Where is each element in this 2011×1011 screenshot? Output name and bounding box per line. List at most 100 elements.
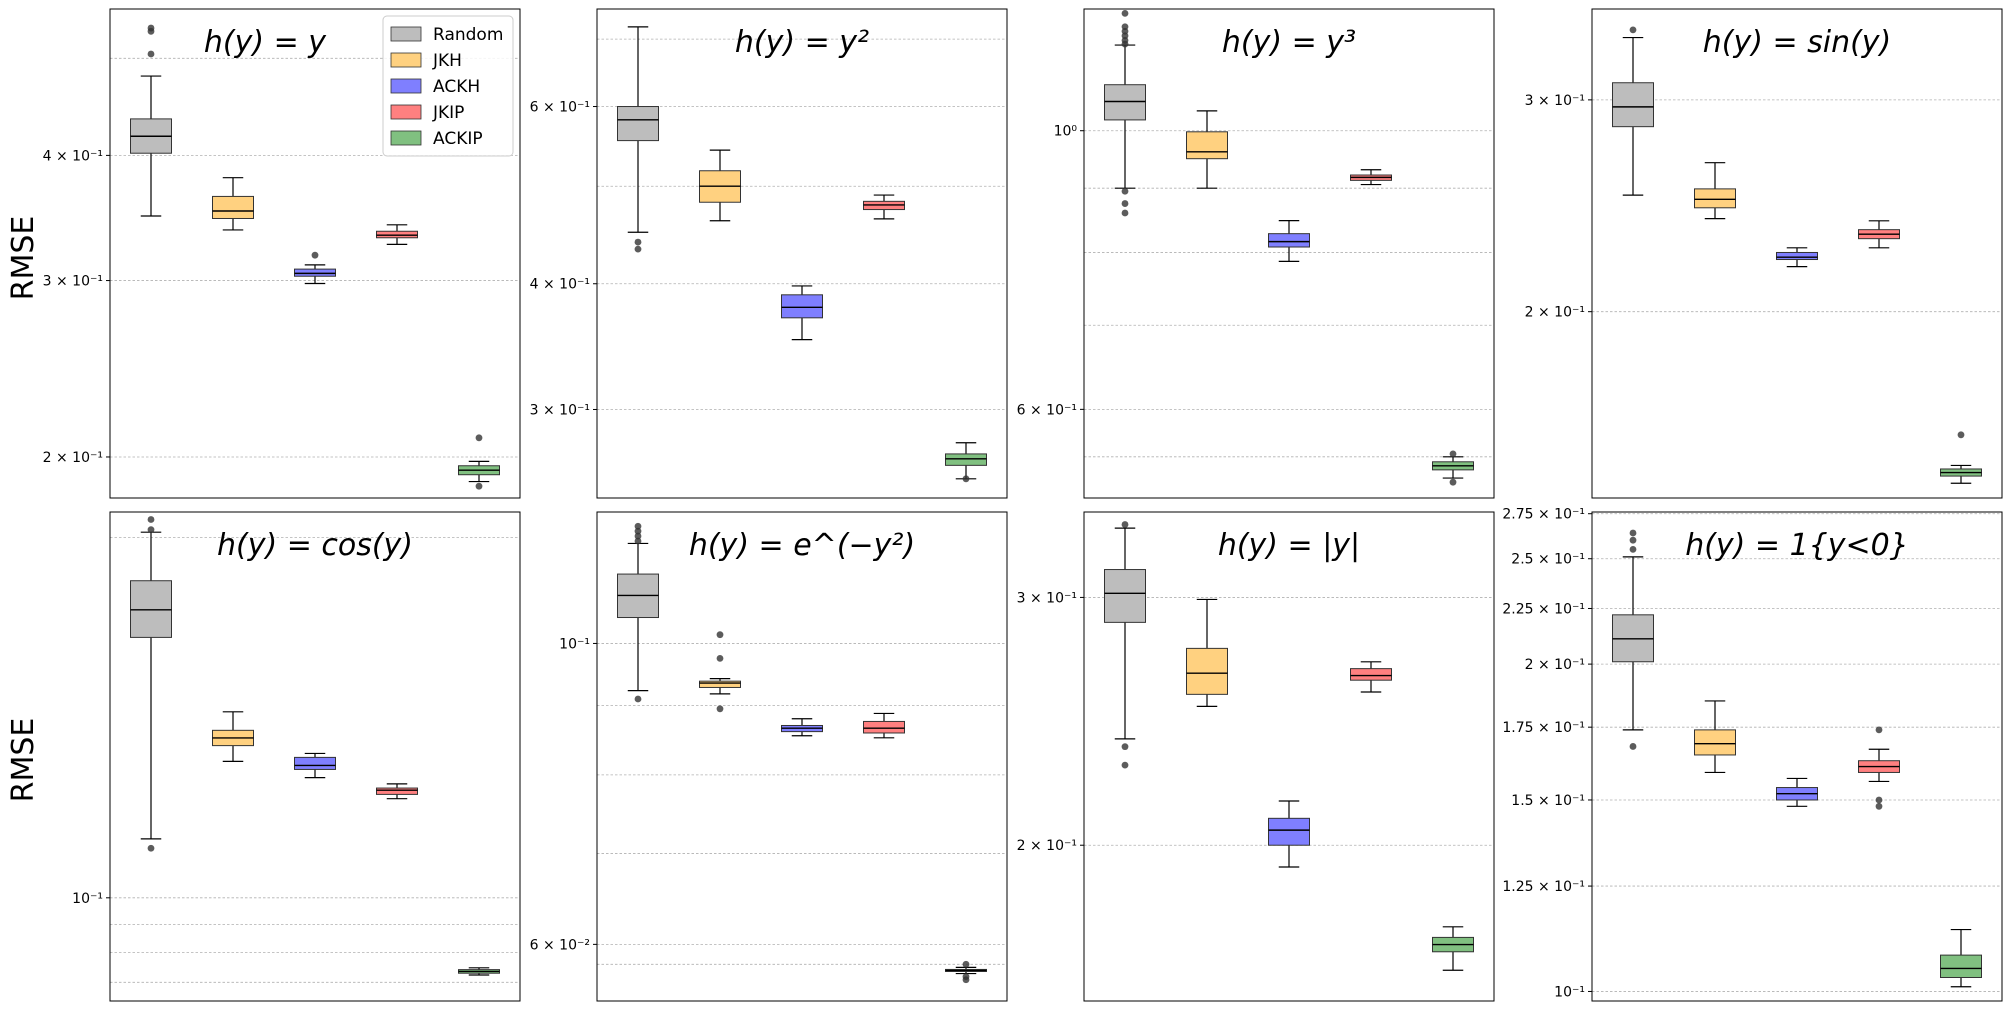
outlier-point	[1875, 802, 1883, 810]
y-tick-label: 2 × 10⁻¹	[43, 450, 103, 466]
y-tick-label: 3 × 10⁻¹	[1017, 590, 1077, 606]
y-tick-label: 2 × 10⁻¹	[1525, 305, 1585, 321]
outlier-point	[475, 434, 483, 442]
outlier-point	[1121, 743, 1129, 751]
box-jkh	[212, 177, 254, 231]
outlier-point	[716, 654, 724, 662]
y-tick-label: 1.25 × 10⁻¹	[1502, 879, 1585, 895]
box-jkh	[1694, 162, 1736, 220]
box-random	[1612, 26, 1654, 196]
outlier-point	[147, 516, 155, 523]
box-body	[130, 580, 172, 638]
box-jkip	[376, 224, 418, 245]
outlier-point	[147, 526, 155, 534]
outlier-point	[1629, 536, 1637, 544]
panel-8: 10⁻¹ 1.25 × 10⁻¹ 1.5 × 10⁻¹ 1.75 × 10⁻¹ 2 × …	[1502, 507, 2003, 1002]
box-body	[945, 453, 987, 466]
outlier-point	[1629, 26, 1637, 34]
box-body	[212, 195, 254, 219]
outlier-point	[1629, 743, 1637, 750]
box-body	[376, 787, 418, 795]
box-ackip	[945, 960, 987, 984]
outlier-point	[634, 522, 642, 530]
outlier-point	[1449, 478, 1457, 486]
box-body	[1268, 817, 1310, 846]
panel-title: h(y) = sin(y)	[1703, 25, 1892, 60]
box-jkh	[1694, 700, 1736, 774]
outlier-point	[634, 532, 642, 540]
legend-label: Random	[433, 25, 503, 45]
y-tick-label: 3 × 10⁻¹	[530, 402, 590, 418]
panel-title: h(y) = 1{y<0}	[1685, 528, 1909, 563]
legend: Random JKH ACKH JKIP ACKIP	[382, 15, 514, 157]
panel-title: h(y) = e^(−y²)	[689, 528, 915, 563]
box-ackip	[1432, 450, 1474, 486]
legend-label: JKIP	[432, 103, 464, 123]
outlier-point	[311, 251, 319, 259]
box-random	[1612, 529, 1654, 750]
y-tick-label: 10⁻¹	[1554, 984, 1585, 1000]
box-ackh	[1268, 220, 1310, 262]
outlier-point	[147, 50, 155, 58]
box-body	[781, 294, 823, 319]
y-tick-label: 10⁻¹	[559, 636, 590, 652]
box-jkh	[699, 149, 741, 222]
legend-swatch	[390, 78, 422, 94]
box-jkip	[376, 783, 418, 800]
box-body	[1186, 131, 1228, 160]
panel-title: h(y) = y	[204, 25, 327, 60]
outlier-point	[1957, 431, 1965, 439]
box-random	[130, 516, 172, 852]
panel-title: h(y) = cos(y)	[217, 528, 413, 563]
box-body	[699, 680, 741, 688]
box-body	[1612, 82, 1654, 128]
panel-title: h(y) = |y|	[1218, 528, 1360, 563]
box-ackh	[1776, 247, 1818, 268]
legend-label: ACKH	[433, 77, 480, 97]
outlier-point	[1449, 450, 1457, 458]
legend-frame	[382, 15, 514, 157]
outlier-point	[1121, 521, 1129, 528]
box-ackip	[945, 442, 987, 483]
outlier-point	[475, 482, 483, 490]
legend-swatch	[390, 52, 422, 68]
y-tick-label: 6 × 10⁻²	[530, 937, 590, 953]
box-jkip	[1858, 220, 1900, 249]
y-tick-label: 1.75 × 10⁻¹	[1502, 720, 1585, 736]
panel-4: 2 × 10⁻¹ 3 × 10⁻¹ h(y) = sin(y)	[1525, 8, 2003, 499]
box-body	[1694, 729, 1736, 756]
box-random	[130, 24, 172, 217]
axes-frame	[596, 8, 1008, 499]
y-tick-label: 10⁻¹	[72, 891, 103, 907]
y-tick-label: 6 × 10⁻¹	[530, 100, 590, 116]
panel-title: h(y) = y³	[1222, 25, 1356, 60]
box-ackip	[1940, 928, 1982, 988]
y-tick-label: 2 × 10⁻¹	[1525, 657, 1585, 673]
box-ackh	[781, 718, 823, 737]
outlier-point	[1121, 23, 1129, 31]
y-tick-label: 2.75 × 10⁻¹	[1502, 507, 1585, 523]
y-tick-label: 2 × 10⁻¹	[1017, 838, 1077, 854]
box-jkip	[1858, 726, 1900, 810]
y-tick-label: 3 × 10⁻¹	[43, 274, 103, 290]
outlier-point	[716, 705, 724, 713]
axes-frame	[1591, 8, 2003, 499]
outlier-point	[634, 695, 642, 703]
box-body	[1350, 668, 1392, 681]
box-ackh	[1776, 777, 1818, 807]
box-body	[1186, 647, 1228, 695]
outlier-point	[1875, 796, 1883, 804]
panel-title: h(y) = y²	[735, 25, 869, 60]
box-ackip	[458, 967, 500, 976]
y-tick-label: 2.5 × 10⁻¹	[1511, 552, 1585, 568]
box-body	[1776, 251, 1818, 261]
box-ackh	[781, 285, 823, 341]
box-ackip	[458, 434, 500, 490]
box-ackh	[294, 752, 336, 779]
legend-label: JKH	[432, 51, 462, 71]
y-tick-label: 1.5 × 10⁻¹	[1511, 793, 1585, 809]
panel-6: 6 × 10⁻² 10⁻¹ h(y) = e^(−y²)	[530, 511, 1008, 1002]
outlier-point	[1121, 187, 1129, 195]
y-tick-label: 3 × 10⁻¹	[1525, 93, 1585, 109]
